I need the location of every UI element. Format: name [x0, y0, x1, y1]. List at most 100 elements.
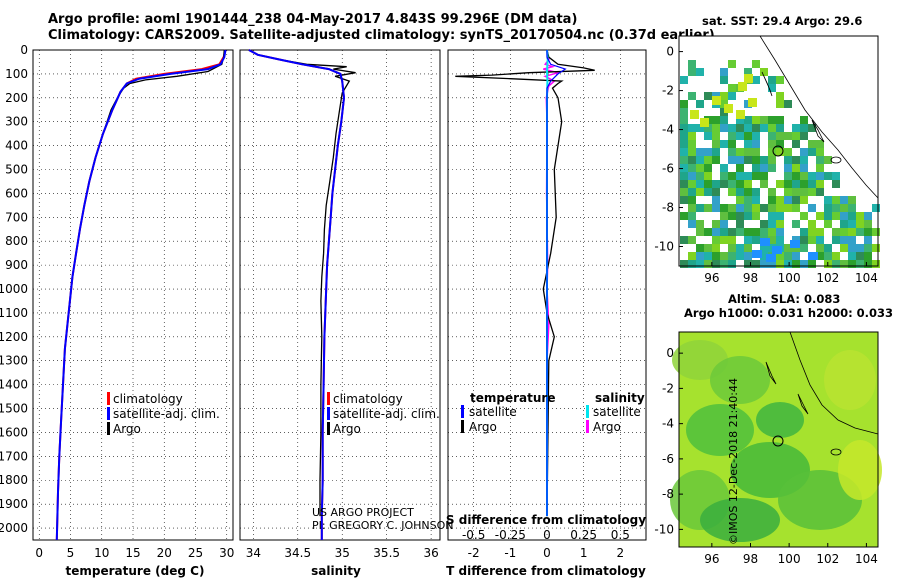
sst-cell: [736, 172, 744, 180]
sst-cell: [760, 172, 768, 180]
map-lon-label: 104: [855, 271, 878, 285]
sst-cell: [840, 196, 848, 204]
sst-cell: [824, 220, 832, 228]
sst-cell: [720, 116, 728, 124]
sst-cell: [800, 164, 808, 172]
x-tick-label: 15: [125, 546, 140, 560]
x-tick-label: 25: [188, 546, 203, 560]
sla-blob: [824, 350, 876, 410]
sst-cell: [712, 220, 720, 228]
sst-cell: [736, 110, 745, 119]
sst-cell: [744, 204, 752, 212]
sst-cell: [832, 236, 840, 244]
x-tick-label: 0: [35, 546, 43, 560]
sst-cell: [704, 156, 712, 164]
temperature-legend: climatology satellite-adj. clim. Argo: [107, 392, 220, 436]
depth-tick-label: 1500: [0, 402, 28, 416]
sst-cell: [840, 236, 848, 244]
sst-cell: [808, 260, 816, 268]
sst-cell: [680, 236, 688, 244]
sst-cell: [856, 212, 864, 220]
sst-cell: [768, 260, 776, 268]
sst-cell: [776, 236, 784, 244]
temperature-xlabel: temperature (deg C): [66, 564, 205, 578]
sst-cell: [792, 220, 800, 228]
sst-cell: [680, 140, 688, 148]
sst-cell: [680, 116, 688, 124]
sst-cell: [728, 188, 736, 196]
s-tick-label: -0.25: [495, 528, 526, 542]
credit-project: US ARGO PROJECT: [312, 506, 414, 519]
x-tick-label: 35: [335, 546, 350, 560]
sst-cell: [856, 244, 864, 252]
depth-tick-label: 700: [5, 210, 28, 224]
sst-cell: [768, 76, 776, 84]
sst-cell: [800, 116, 808, 124]
sst-cell: [704, 204, 712, 212]
credit-pi: PI: GREGORY C. JOHNSON: [312, 519, 453, 532]
sst-cell: [848, 204, 856, 212]
sst-cell: [768, 132, 776, 140]
sst-cell: [744, 156, 752, 164]
sst-cell: [824, 244, 832, 252]
sst-cell: [776, 76, 784, 84]
sst-cell: [792, 172, 800, 180]
sst-cell: [872, 260, 880, 268]
sst-island-3: [830, 156, 842, 164]
sst-cell: [864, 244, 872, 252]
depth-tick-label: 1900: [0, 497, 28, 511]
imos-credit: ©IMOS 12-Dec-2018 21:40:44: [727, 378, 740, 545]
sst-cell: [792, 196, 800, 204]
sst-cell: [704, 172, 712, 180]
legend-swatch-t-argo: [461, 420, 464, 433]
sst-cell: [744, 244, 752, 252]
legend-label-satellite: satellite-adj. clim.: [333, 407, 440, 421]
sst-cell: [784, 132, 792, 140]
series-t-satellite: [546, 50, 567, 517]
sla-blob: [838, 440, 882, 500]
sst-cell: [712, 140, 720, 148]
sst-cell: [784, 252, 792, 260]
sst-cell: [748, 98, 757, 107]
sst-cell: [736, 124, 744, 132]
legend-swatch-argo: [327, 422, 330, 435]
x-tick-label: 10: [94, 546, 109, 560]
sst-cell: [760, 156, 768, 164]
sst-cell: [724, 104, 733, 113]
sla-map-frame: [678, 331, 879, 548]
sst-map-frame: [678, 35, 879, 267]
sst-cell: [736, 148, 744, 156]
sst-cell: [816, 156, 824, 164]
sst-cell: [712, 252, 720, 260]
sst-cell: [784, 204, 792, 212]
sla-island-2: [797, 393, 809, 415]
sst-cell: [728, 132, 736, 140]
sst-cell: [790, 240, 800, 248]
sst-cell: [808, 188, 816, 196]
sst-cell: [768, 140, 776, 148]
sst-cell: [792, 204, 800, 212]
sst-cell: [704, 164, 712, 172]
sst-cell: [776, 148, 784, 156]
sst-cell: [768, 124, 776, 132]
sst-cell: [760, 252, 768, 260]
sst-cell: [736, 252, 744, 260]
sst-cell: [712, 148, 720, 156]
sst-cell: [688, 252, 696, 260]
sst-cell: [776, 212, 784, 220]
sst-cell: [760, 244, 768, 252]
s-tick-label: 0.25: [570, 528, 597, 542]
sst-cell: [800, 180, 808, 188]
depth-tick-label: 1100: [0, 306, 28, 320]
x-tick-label: 36: [423, 546, 438, 560]
depth-tick-label: 2000: [0, 521, 28, 535]
map-lon-label: 98: [743, 271, 758, 285]
sst-cell: [864, 212, 872, 220]
sla-blob: [710, 356, 770, 404]
sst-cell: [800, 244, 808, 252]
sst-cell: [688, 212, 696, 220]
sst-cell: [832, 252, 840, 260]
sst-cell: [864, 228, 872, 236]
x-tick-label: 5: [67, 546, 75, 560]
